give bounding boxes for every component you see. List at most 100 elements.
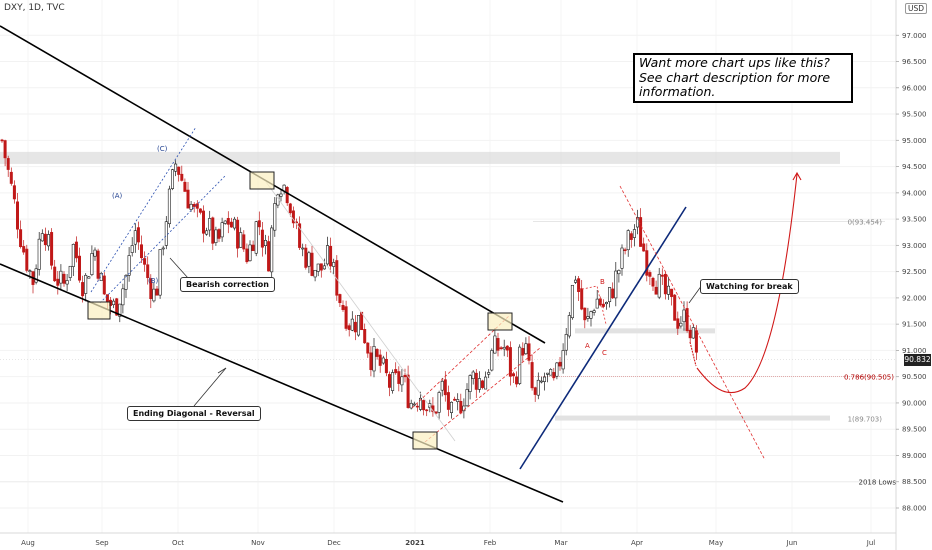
- candle: [6, 155, 10, 177]
- candle: [263, 234, 267, 255]
- candle: [78, 247, 82, 283]
- candle: [338, 293, 342, 307]
- candle: [685, 301, 689, 333]
- candle: [40, 229, 44, 242]
- candle: [205, 227, 209, 236]
- candle: [267, 235, 271, 272]
- highlight-box: [87, 301, 111, 320]
- candle: [34, 264, 38, 285]
- candle: [608, 287, 612, 308]
- candle: [214, 226, 218, 246]
- candle: [511, 371, 515, 384]
- candle: [341, 300, 345, 312]
- candle: [577, 276, 581, 302]
- candle: [208, 210, 212, 237]
- candle: [459, 393, 463, 415]
- candle: [186, 181, 190, 209]
- candle: [387, 371, 391, 397]
- price-tick-label: 89.500: [902, 426, 927, 434]
- candle: [586, 307, 590, 322]
- candle: [366, 342, 370, 358]
- candle: [660, 268, 664, 285]
- candle: [549, 368, 553, 376]
- candle: [68, 265, 72, 282]
- candle: [9, 167, 13, 186]
- candle: [629, 231, 633, 248]
- candle: [332, 258, 336, 275]
- price-tick-label: 90.500: [902, 373, 927, 381]
- candle: [270, 225, 274, 281]
- price-tick-label: 95.000: [902, 137, 927, 145]
- candle: [415, 403, 419, 412]
- candle: [635, 209, 639, 235]
- candle: [3, 139, 7, 167]
- price-tick-label: 93.500: [902, 216, 927, 224]
- abc-small-path: [577, 285, 607, 325]
- candle: [313, 269, 317, 282]
- time-tick-label: Jun: [786, 539, 798, 547]
- candle: [493, 328, 497, 354]
- candle: [515, 371, 519, 388]
- candle: [437, 390, 441, 420]
- candle: [663, 271, 667, 300]
- candle: [19, 220, 23, 249]
- price-axis: 88.000 88.500 89.000 89.500 90.000 90.500 91.0…: [895, 0, 927, 550]
- candle: [418, 391, 422, 412]
- candle: [198, 208, 202, 215]
- candle: [288, 202, 292, 217]
- candle: [223, 220, 227, 225]
- candle: [409, 399, 413, 410]
- candle: [177, 166, 181, 182]
- candle: [112, 298, 116, 309]
- candle: [62, 271, 66, 287]
- candle: [573, 275, 577, 285]
- candle: [133, 223, 137, 253]
- candle: [273, 197, 277, 237]
- fib-1-zone: [555, 415, 830, 421]
- candle: [654, 280, 658, 295]
- candle: [192, 202, 196, 213]
- candle: [384, 351, 388, 377]
- time-tick-label: May: [709, 539, 723, 547]
- currency-badge[interactable]: USD: [905, 3, 928, 14]
- candle: [440, 377, 444, 397]
- wave-label-b: B: [600, 278, 605, 286]
- candle: [90, 245, 94, 277]
- highlight-box: [412, 431, 438, 450]
- candle: [350, 311, 354, 332]
- candle: [59, 264, 63, 290]
- candle: [474, 369, 478, 398]
- wave-label-a: A: [585, 342, 590, 350]
- callout-ending-diagonal: Ending Diagonal - Reversal: [127, 406, 261, 421]
- watching-pointer: [688, 284, 703, 304]
- candle: [626, 229, 630, 257]
- candle: [195, 200, 199, 218]
- candle: [688, 325, 692, 344]
- price-tick-label: 88.500: [902, 478, 927, 486]
- time-tick-label: Oct: [172, 539, 184, 547]
- price-tick-label: 94.000: [902, 189, 927, 197]
- candle: [648, 270, 652, 286]
- bearish-pointer: [169, 257, 189, 279]
- candle: [229, 217, 233, 228]
- price-tick-label: 96.000: [902, 84, 927, 92]
- candle: [406, 365, 410, 409]
- candle: [356, 315, 360, 337]
- candle: [539, 376, 543, 384]
- candle: [676, 311, 680, 335]
- candle: [43, 227, 47, 251]
- candle: [645, 243, 649, 282]
- time-tick-label: Nov: [251, 539, 265, 547]
- callout-bearish-correction: Bearish correction: [180, 277, 275, 292]
- time-tick-label: Sep: [95, 539, 109, 547]
- candle: [102, 272, 106, 296]
- candle: [564, 328, 568, 356]
- price-tick-label: 91.000: [902, 347, 927, 355]
- candle: [620, 244, 624, 276]
- candle: [558, 357, 562, 371]
- candle: [471, 370, 475, 385]
- candle: [183, 178, 187, 192]
- neckline-zone: [575, 328, 715, 334]
